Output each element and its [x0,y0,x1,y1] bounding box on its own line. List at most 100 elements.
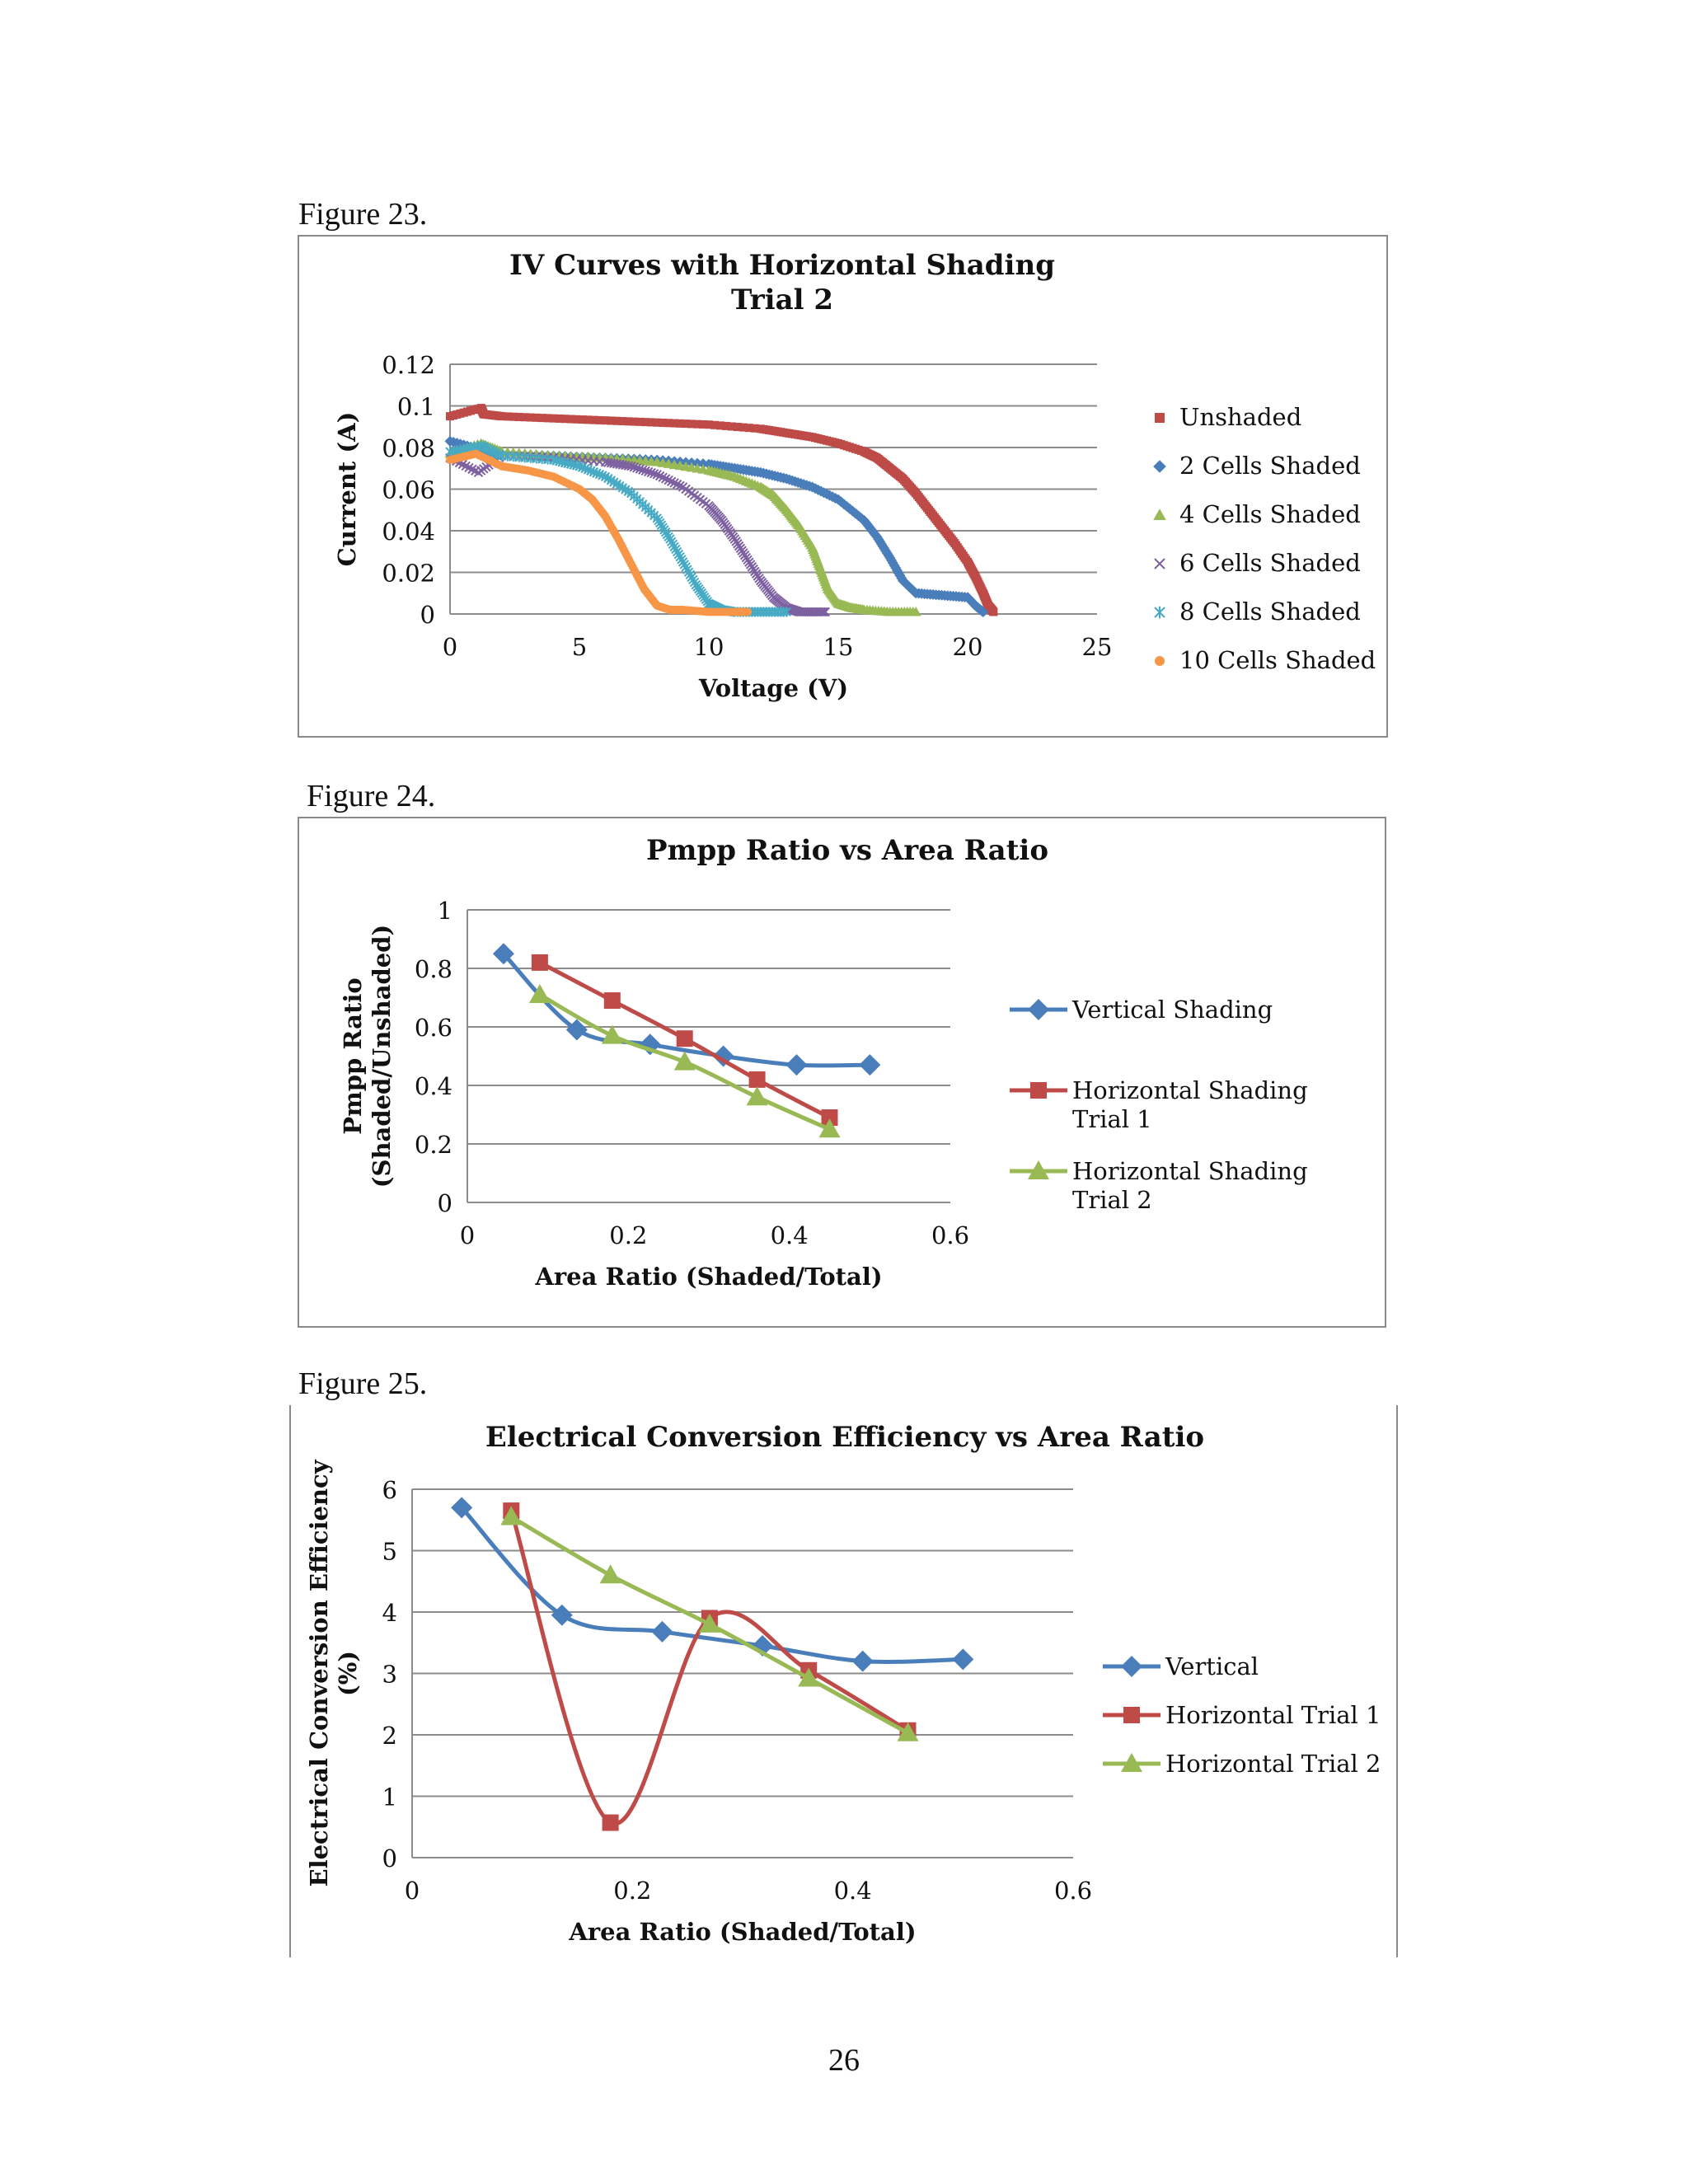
y-tick-label: 0 [382,1844,397,1872]
data-point [514,412,523,421]
legend-label: Horizontal Shading Trial 1 [1072,1076,1308,1133]
y-tick-label: 4 [382,1599,397,1627]
data-point [738,423,748,432]
legend-marker [1155,656,1165,666]
chart-title: Pmpp Ratio vs Area Ratio [646,834,1048,867]
data-point [635,464,645,474]
data-point [744,424,753,433]
legend-marker [1030,1082,1047,1099]
x-tick-label: 0.4 [771,1221,809,1249]
legend-label: 8 Cells Shaded [1179,598,1361,626]
x-axis-label: Voltage (V) [698,674,848,702]
legend-marker [1121,1656,1142,1677]
data-point [451,1497,473,1519]
legend-marker [1028,999,1049,1020]
x-tick-label: 5 [572,633,587,661]
data-point [572,415,581,424]
data-point [647,418,656,427]
data-point [698,1613,720,1633]
data-point [952,1648,974,1671]
y-tick-label: 0 [438,1189,452,1217]
data-point [664,419,673,428]
y-axis-label: Pmpp Ratio [339,977,367,1134]
data-point [818,607,829,617]
legend-label: Horizontal Trial 2 [1165,1750,1381,1778]
data-point [658,472,668,482]
data-point [989,607,998,616]
y-tick-label: 0.4 [415,1072,452,1100]
legend-label: 6 Cells Shaded [1179,549,1361,577]
data-point [646,467,656,478]
data-point [602,1814,619,1831]
data-point [520,413,529,422]
efficiency-chart: Electrical Conversion Efficiency vs Area… [289,1405,1398,1957]
legend-marker [1153,509,1166,520]
legend-marker [1154,606,1165,619]
y-tick-label: 0.08 [382,434,435,462]
data-point [641,418,650,427]
data-point [531,954,548,971]
data-point [629,462,639,472]
y-tick-label: 0.04 [382,518,435,546]
legend-label: Vertical Shading [1071,996,1273,1024]
legend-marker [1028,1160,1049,1179]
data-point [859,1054,881,1076]
y-tick-label: 0.2 [415,1131,452,1159]
legend-marker [1153,460,1166,473]
y-axis-label: Current (A) [333,412,361,567]
data-point [673,1051,696,1071]
data-point [551,1604,573,1626]
series-line [509,1510,909,1826]
figure-25-caption: Figure 25. [298,1366,428,1401]
data-point [715,421,724,430]
data-point [543,414,552,423]
data-point [697,458,709,470]
data-point [612,416,621,425]
data-point [669,478,679,488]
legend-marker [1155,413,1165,423]
data-point [492,943,514,965]
data-point [798,1667,820,1687]
y-tick-label: 0.12 [382,351,435,379]
legend-label: Horizontal Trial 1 [1165,1701,1381,1729]
data-point [584,415,593,424]
data-point [626,462,636,471]
data-point [750,424,759,433]
data-point [578,415,587,424]
legend-label: Vertical [1165,1652,1259,1680]
data-point [528,983,551,1003]
legend-label: Horizontal Shading Trial 2 [1072,1157,1308,1214]
data-point [601,416,610,425]
y-tick-label: 0.8 [415,955,452,983]
figure-24-caption: Figure 24. [307,779,436,813]
y-axis-label-units: (Shaded/Unshaded) [368,925,396,1188]
data-point [816,607,826,617]
data-point [733,423,742,432]
data-point [549,414,558,423]
data-point [603,992,621,1010]
data-point [497,412,506,421]
data-point [618,417,627,426]
page-number: 26 [828,2043,860,2078]
data-point [599,1564,621,1584]
data-point [639,1033,661,1056]
figure-23-caption: Figure 23. [298,197,428,232]
chart-title: Electrical Conversion Efficiency vs Area… [485,1421,1204,1454]
x-tick-label: 0 [443,633,457,661]
legend-label: Unshaded [1179,403,1301,431]
y-axis-label-units: (%) [334,1651,362,1696]
data-point [555,414,564,423]
data-point [785,1054,808,1076]
data-point [710,420,719,429]
y-axis-label: Electrical Conversion Efficiency [305,1459,333,1886]
data-point [565,1019,588,1041]
x-tick-label: 15 [823,633,854,661]
y-tick-label: 1 [382,1783,397,1811]
chart-title: IV Curves with Horizontal Shading [509,249,1055,282]
data-point [746,1086,768,1106]
data-point [666,476,677,486]
x-tick-label: 0 [405,1877,420,1905]
legend-marker [1154,558,1165,569]
data-point [651,1620,673,1643]
x-tick-label: 10 [694,633,724,661]
